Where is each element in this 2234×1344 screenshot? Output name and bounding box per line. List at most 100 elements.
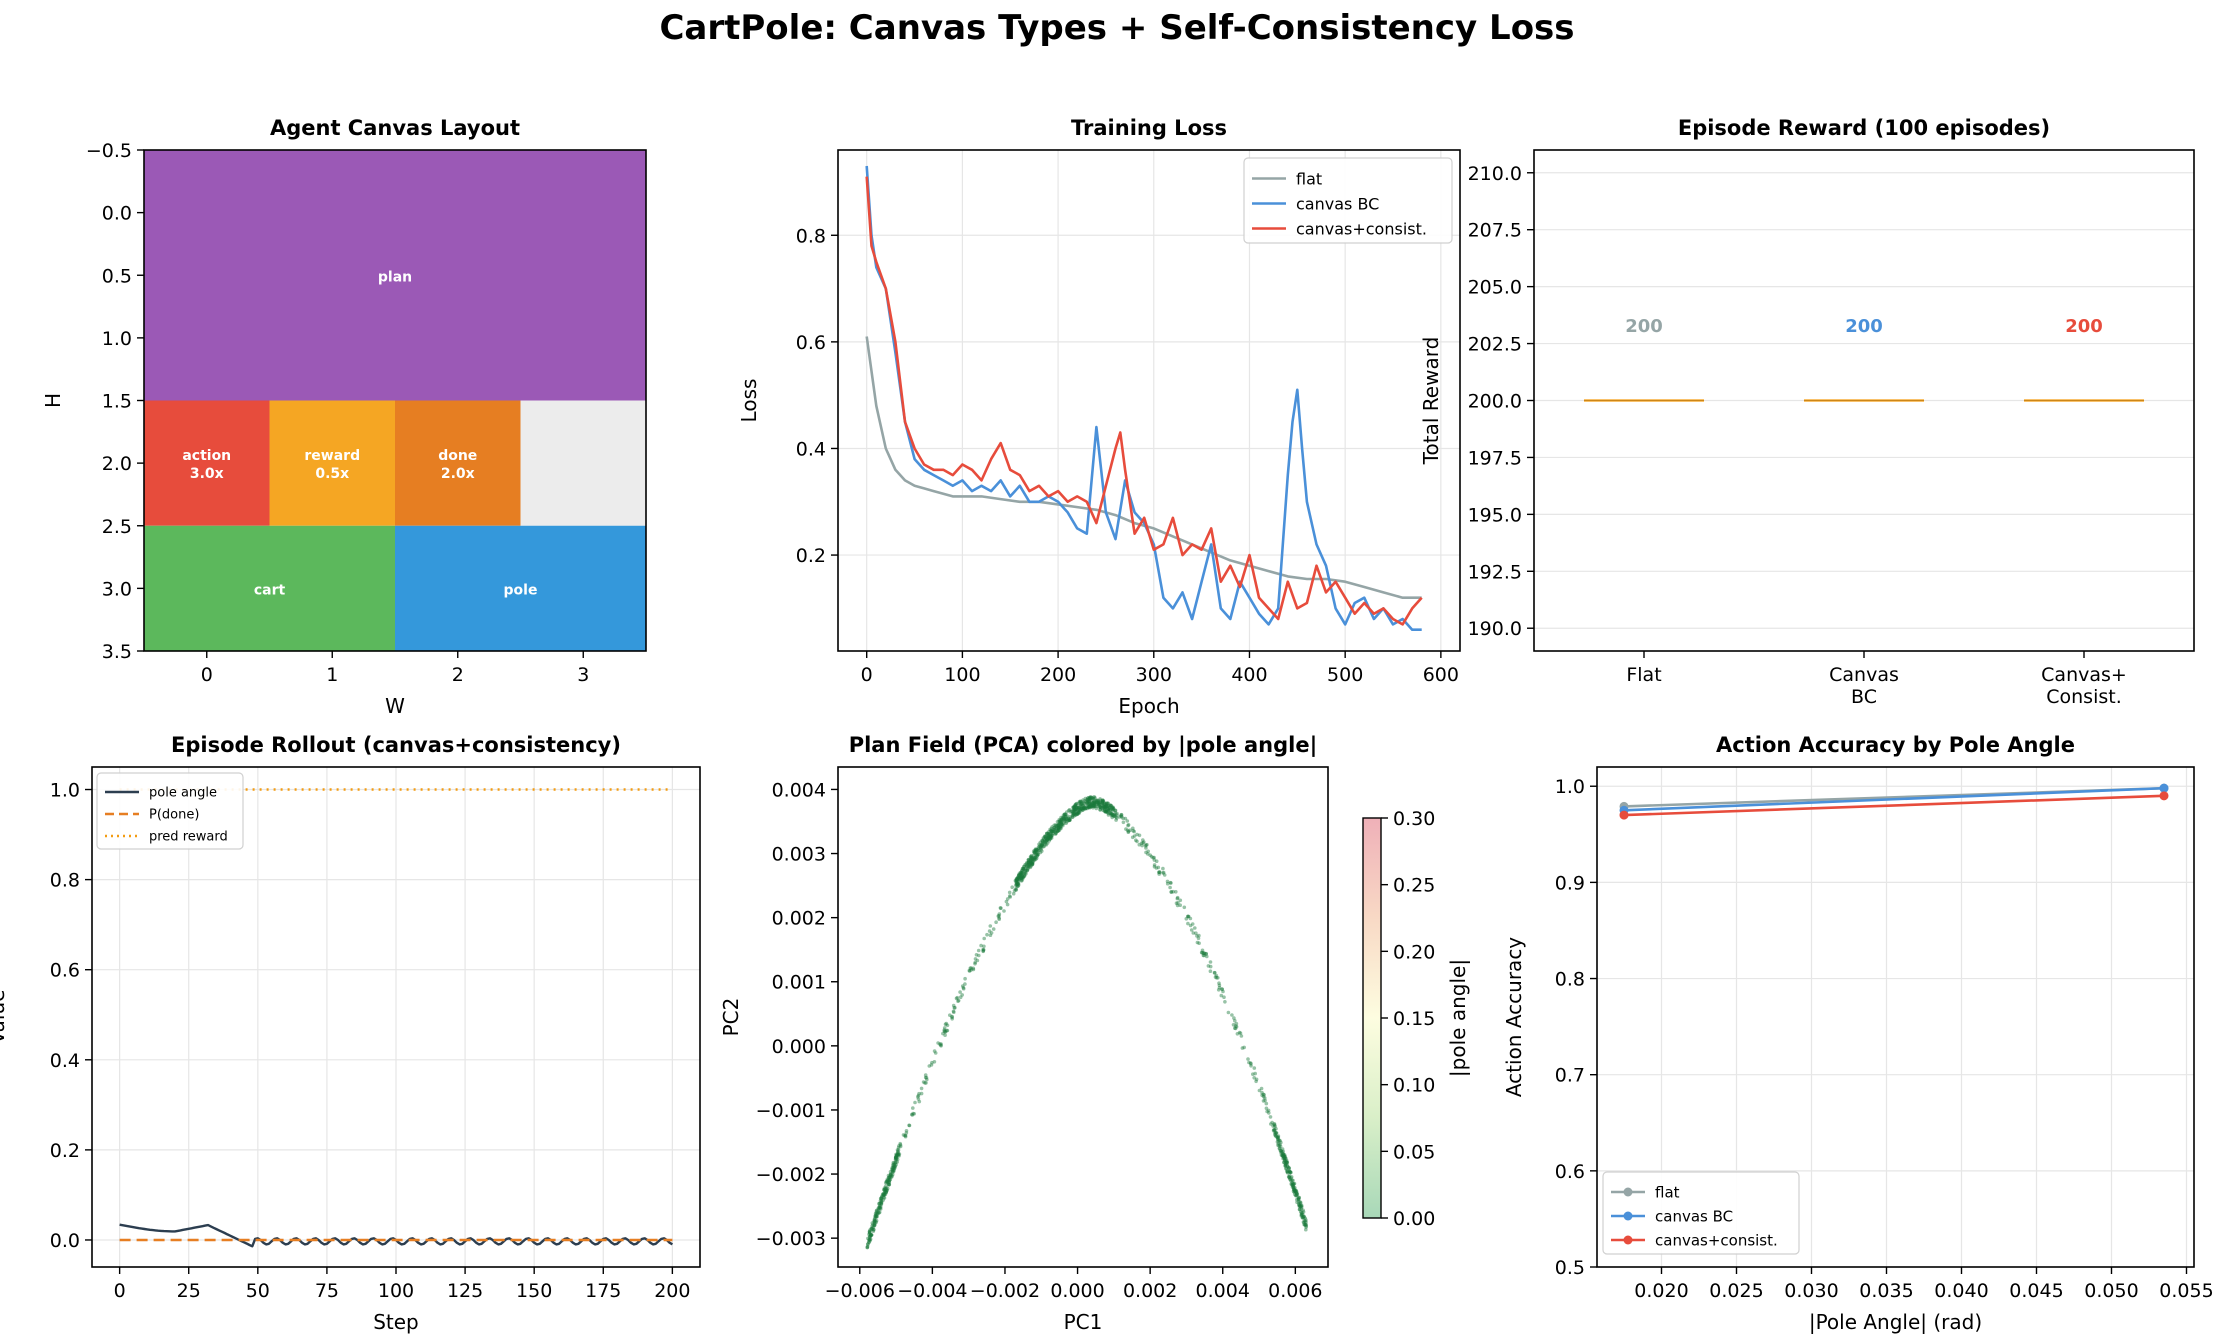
scatter-point (1197, 933, 1201, 938)
scatter-point (1022, 864, 1027, 869)
scatter-point (1110, 813, 1115, 817)
scatter-point (907, 1123, 912, 1128)
scatter-point (1298, 1210, 1303, 1214)
y-tick-label: 190.0 (1468, 618, 1522, 640)
scatter-point (1066, 816, 1071, 821)
scatter-point (1019, 878, 1023, 883)
scatter-point (1029, 857, 1033, 862)
scatter-point (1068, 817, 1072, 822)
y-tick-label: 195.0 (1468, 504, 1522, 526)
scatter-point (943, 1029, 947, 1034)
scatter-point (1083, 796, 1088, 801)
scatter-point (1110, 807, 1115, 812)
scatter-point (1291, 1187, 1296, 1192)
scatter-point (1188, 916, 1193, 921)
scatter-point (1061, 823, 1065, 828)
scatter-point (1056, 828, 1061, 832)
colorbar-tick-label: 0.20 (1393, 941, 1435, 963)
region-label: pole (504, 582, 538, 598)
scatter-point (1174, 901, 1179, 905)
scatter-point (1086, 797, 1090, 802)
scatter-point (892, 1163, 896, 1167)
scatter-point (1071, 813, 1075, 818)
scatter-point (1304, 1227, 1308, 1232)
scatter-point (1091, 796, 1096, 801)
scatter-point (895, 1152, 900, 1156)
scatter-point (1084, 806, 1088, 811)
scatter-point (1063, 814, 1068, 819)
scatter-point (885, 1180, 889, 1184)
scatter-point (1060, 818, 1064, 822)
x-tick-label: 0.000 (1050, 1280, 1104, 1302)
scatter-point (1104, 809, 1109, 813)
scatter-point (870, 1221, 875, 1225)
scatter-point (1031, 859, 1035, 864)
axes-title: Plan Field (PCA) colored by |pole angle| (849, 733, 1318, 758)
scatter-point (1293, 1188, 1298, 1193)
scatter-point (1031, 849, 1036, 853)
scatter-point (1025, 864, 1029, 869)
legend-label: canvas BC (1296, 194, 1379, 213)
scatter-point (1214, 976, 1219, 980)
scatter-point (1080, 806, 1085, 811)
scatter-point (1201, 953, 1206, 958)
scatter-point (1272, 1128, 1277, 1132)
scatter-point (1284, 1156, 1288, 1161)
scatter-point (1302, 1215, 1306, 1219)
scatter-point (953, 1005, 957, 1010)
scatter-point (894, 1152, 898, 1157)
scatter-point (895, 1160, 899, 1164)
scatter-point (1070, 809, 1075, 814)
scatter-point (868, 1234, 872, 1239)
scatter-point (1151, 856, 1155, 860)
scatter-point (1094, 798, 1099, 803)
scatter-point (1276, 1135, 1280, 1139)
x-tick-label: 300 (1136, 664, 1172, 686)
scatter-point (867, 1240, 871, 1245)
scatter-point (1048, 834, 1053, 838)
scatter-point (1300, 1212, 1305, 1217)
scatter-point (1101, 799, 1106, 803)
y-tick-label: 0.5 (102, 265, 132, 287)
scatter-point (1023, 863, 1027, 867)
scatter-point (1302, 1214, 1306, 1219)
scatter-point (1157, 870, 1162, 874)
scatter-point (1126, 829, 1131, 834)
scatter-point (1050, 833, 1055, 837)
scatter-point (1071, 805, 1075, 810)
scatter-point (971, 967, 976, 972)
scatter-point (1027, 858, 1031, 862)
scatter-point (896, 1150, 900, 1155)
scatter-point (1092, 802, 1096, 807)
scatter-point (1297, 1204, 1302, 1208)
scatter-point (1279, 1149, 1283, 1153)
scatter-point (891, 1165, 895, 1170)
scatter-point (1073, 808, 1078, 812)
scatter-point (1092, 800, 1097, 804)
scatter-point (1022, 874, 1026, 878)
scatter-point (1072, 805, 1076, 809)
scatter-point (1299, 1213, 1304, 1217)
scatter-point (896, 1149, 900, 1154)
x-axis-label: |Pole Angle| (rad) (1809, 1310, 1982, 1334)
scatter-point (1061, 815, 1065, 820)
scatter-point (1186, 914, 1191, 919)
scatter-point (1103, 805, 1108, 810)
scatter-point (1110, 806, 1115, 811)
panel-action-accuracy: 0.020 0.025 0.030 0.035 0.040 0.045 0.050 0.055… (1502, 733, 2214, 1334)
colorbar-tick-label: 0.30 (1393, 808, 1435, 830)
scatter-point (1287, 1173, 1292, 1178)
scatter-point (1073, 808, 1078, 812)
scatter-point (1297, 1203, 1301, 1207)
scatter-point (1059, 826, 1063, 830)
scatter-point (1273, 1133, 1277, 1138)
scatter-point (1282, 1158, 1287, 1163)
scatter-point (1065, 810, 1069, 814)
scatter-point (1281, 1153, 1285, 1157)
scatter-point (1016, 883, 1021, 888)
bar-value-label: 200 (1625, 316, 1663, 337)
scatter-point (1297, 1207, 1302, 1212)
scatter-point (1168, 880, 1173, 885)
scatter-point (1252, 1066, 1257, 1070)
scatter-point (880, 1192, 885, 1197)
